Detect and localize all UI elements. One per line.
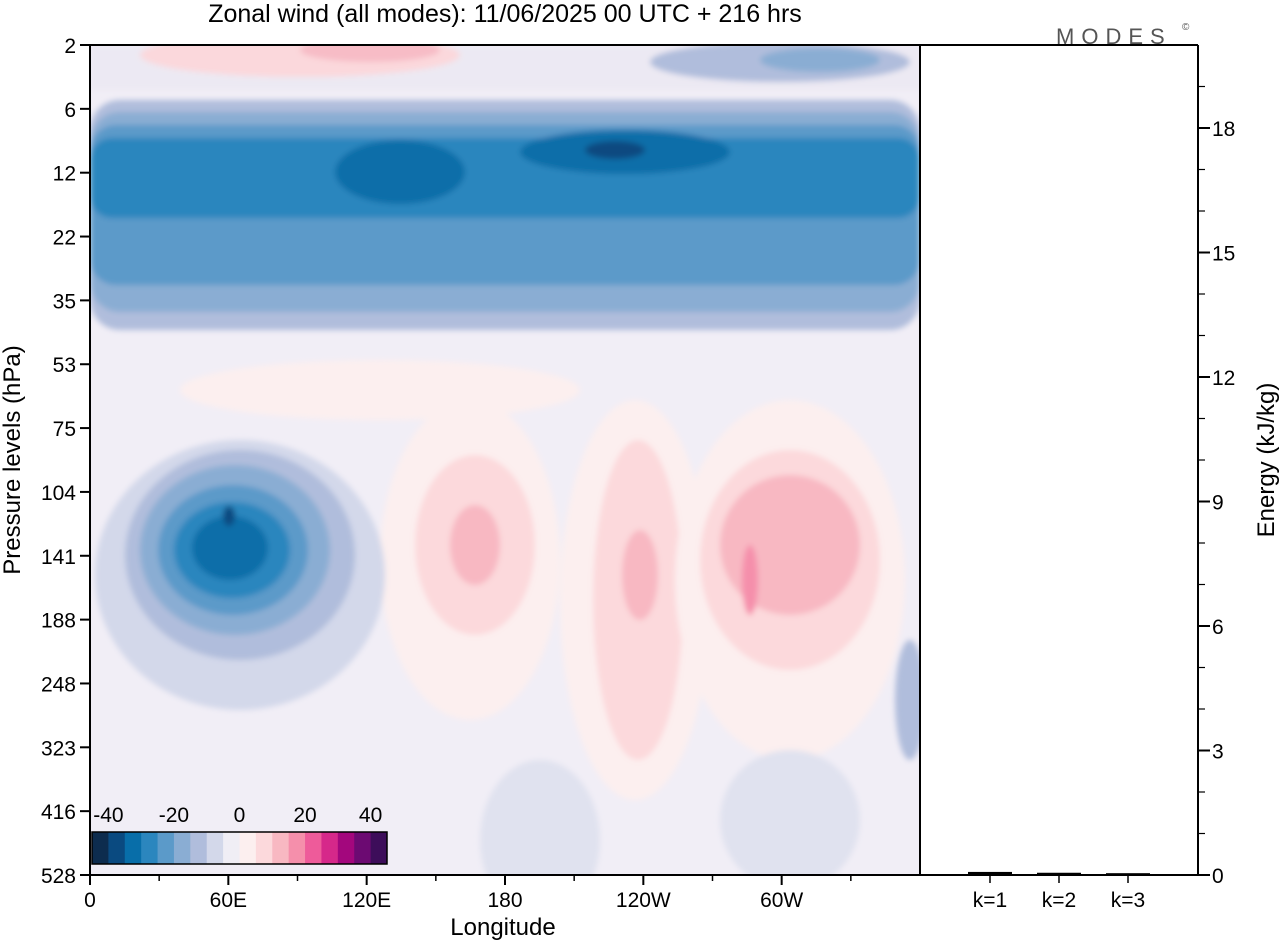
contour-pink-a-core <box>450 505 500 585</box>
colorbar-swatch <box>370 832 388 864</box>
contour-band-core-max <box>585 141 645 159</box>
heatmap-plot <box>90 45 920 875</box>
colorbar-swatch <box>239 832 257 864</box>
colorbar-tick-label: 40 <box>359 804 382 827</box>
energy-tick-label: 6 <box>1212 616 1224 639</box>
colorbar-swatch <box>272 832 290 864</box>
colorbar-swatch <box>92 832 109 864</box>
colorbar-tick-label: 0 <box>234 804 246 827</box>
y-tick-label: 35 <box>53 290 76 313</box>
energy-panel: 0 3 6 9 12 15 18 k=1 k=2 k=3 Energy (kJ/kg) <box>920 44 1280 912</box>
y-tick-label: 104 <box>41 482 76 505</box>
contour-pink-c-core <box>720 475 860 615</box>
energy-cat-label: k=1 <box>973 889 1007 912</box>
contour-band-core-west <box>335 140 465 204</box>
x-tick-label: 180 <box>487 889 522 912</box>
energy-bar <box>968 871 1012 875</box>
colorbar-swatch <box>173 832 191 864</box>
contour-core-max <box>223 506 235 526</box>
energy-bar <box>1037 872 1081 875</box>
contour-pink-band <box>180 360 580 420</box>
x-tick-label: 60W <box>760 889 803 912</box>
colorbar-swatch <box>124 832 142 864</box>
energy-tick-label: 18 <box>1212 118 1235 141</box>
y-tick-label: 12 <box>53 163 76 186</box>
energy-cat-label: k=3 <box>1111 889 1145 912</box>
colorbar-tick-label: 20 <box>293 804 316 827</box>
y-tick-label: 416 <box>41 801 76 824</box>
colorbar-swatch <box>337 832 355 864</box>
colorbar-swatch <box>223 832 240 864</box>
contour-lower-neutral-b <box>720 750 860 875</box>
colorbar-swatch <box>321 832 339 864</box>
energy-bar <box>1106 873 1150 876</box>
colorbar-swatch <box>141 832 159 864</box>
energy-bars <box>968 871 1150 876</box>
colorbar-swatch <box>206 832 224 864</box>
energy-axis-title: Energy (kJ/kg) <box>1253 383 1280 538</box>
colorbar-tick-label: -20 <box>159 804 189 827</box>
contour-band-strong <box>90 138 920 218</box>
y-tick-label: 53 <box>53 354 76 377</box>
contour-core-ring5 <box>192 516 268 580</box>
chart-title: Zonal wind (all modes): 11/06/2025 00 UT… <box>208 0 802 28</box>
colorbar-swatch <box>108 832 126 864</box>
contour-pink-b-core <box>622 530 658 620</box>
y-axis-title: Pressure levels (hPa) <box>0 345 26 574</box>
y-tick-label: 2 <box>64 35 76 58</box>
colorbar: -40 -20 0 20 40 <box>91 804 388 865</box>
energy-cat-label: k=2 <box>1042 889 1076 912</box>
contour-lower-neutral-a <box>480 760 600 875</box>
energy-tick-label: 15 <box>1212 243 1235 266</box>
y-tick-label: 6 <box>64 99 76 122</box>
energy-x-axis: k=1 k=2 k=3 <box>973 875 1145 912</box>
energy-y-axis: 0 3 6 9 12 15 18 <box>1198 85 1235 888</box>
y-tick-label: 141 <box>41 546 76 569</box>
colorbar-swatch <box>190 832 208 864</box>
y-tick-label: 248 <box>41 673 76 696</box>
colorbar-tick-label: -40 <box>93 804 123 827</box>
x-axis: 0 60E 120E 180 120W 60W <box>84 875 852 912</box>
colorbar-swatch <box>157 832 175 864</box>
y-tick-label: 323 <box>41 737 76 760</box>
contour-pink-c-max <box>742 545 758 615</box>
colorbar-swatch <box>354 832 372 864</box>
energy-tick-label: 3 <box>1212 741 1224 764</box>
x-tick-label: 120E <box>342 889 391 912</box>
colorbar-swatch <box>288 832 306 864</box>
y-tick-label: 22 <box>53 227 76 250</box>
colorbar-swatch <box>305 832 322 864</box>
colorbar-frame <box>91 831 388 865</box>
contour-top-negative-core <box>760 48 880 72</box>
contour-edge-negative <box>895 640 920 760</box>
x-tick-label: 0 <box>84 889 96 912</box>
y-tick-label: 528 <box>41 865 76 888</box>
colorbar-swatch <box>255 832 273 864</box>
energy-tick-label: 12 <box>1212 367 1235 390</box>
energy-tick-label: 0 <box>1212 865 1224 888</box>
y-tick-label: 188 <box>41 610 76 633</box>
x-tick-label: 120W <box>616 889 671 912</box>
x-tick-label: 60E <box>210 889 247 912</box>
x-axis-title: Longitude <box>450 914 555 941</box>
contour-top-positive-core <box>300 45 440 62</box>
y-axis: 2 6 12 22 35 53 75 104 141 188 248 323 416 528 <box>41 35 90 888</box>
brand-mark: © <box>1182 22 1190 33</box>
energy-tick-label: 9 <box>1212 492 1224 515</box>
y-tick-label: 75 <box>53 418 76 441</box>
